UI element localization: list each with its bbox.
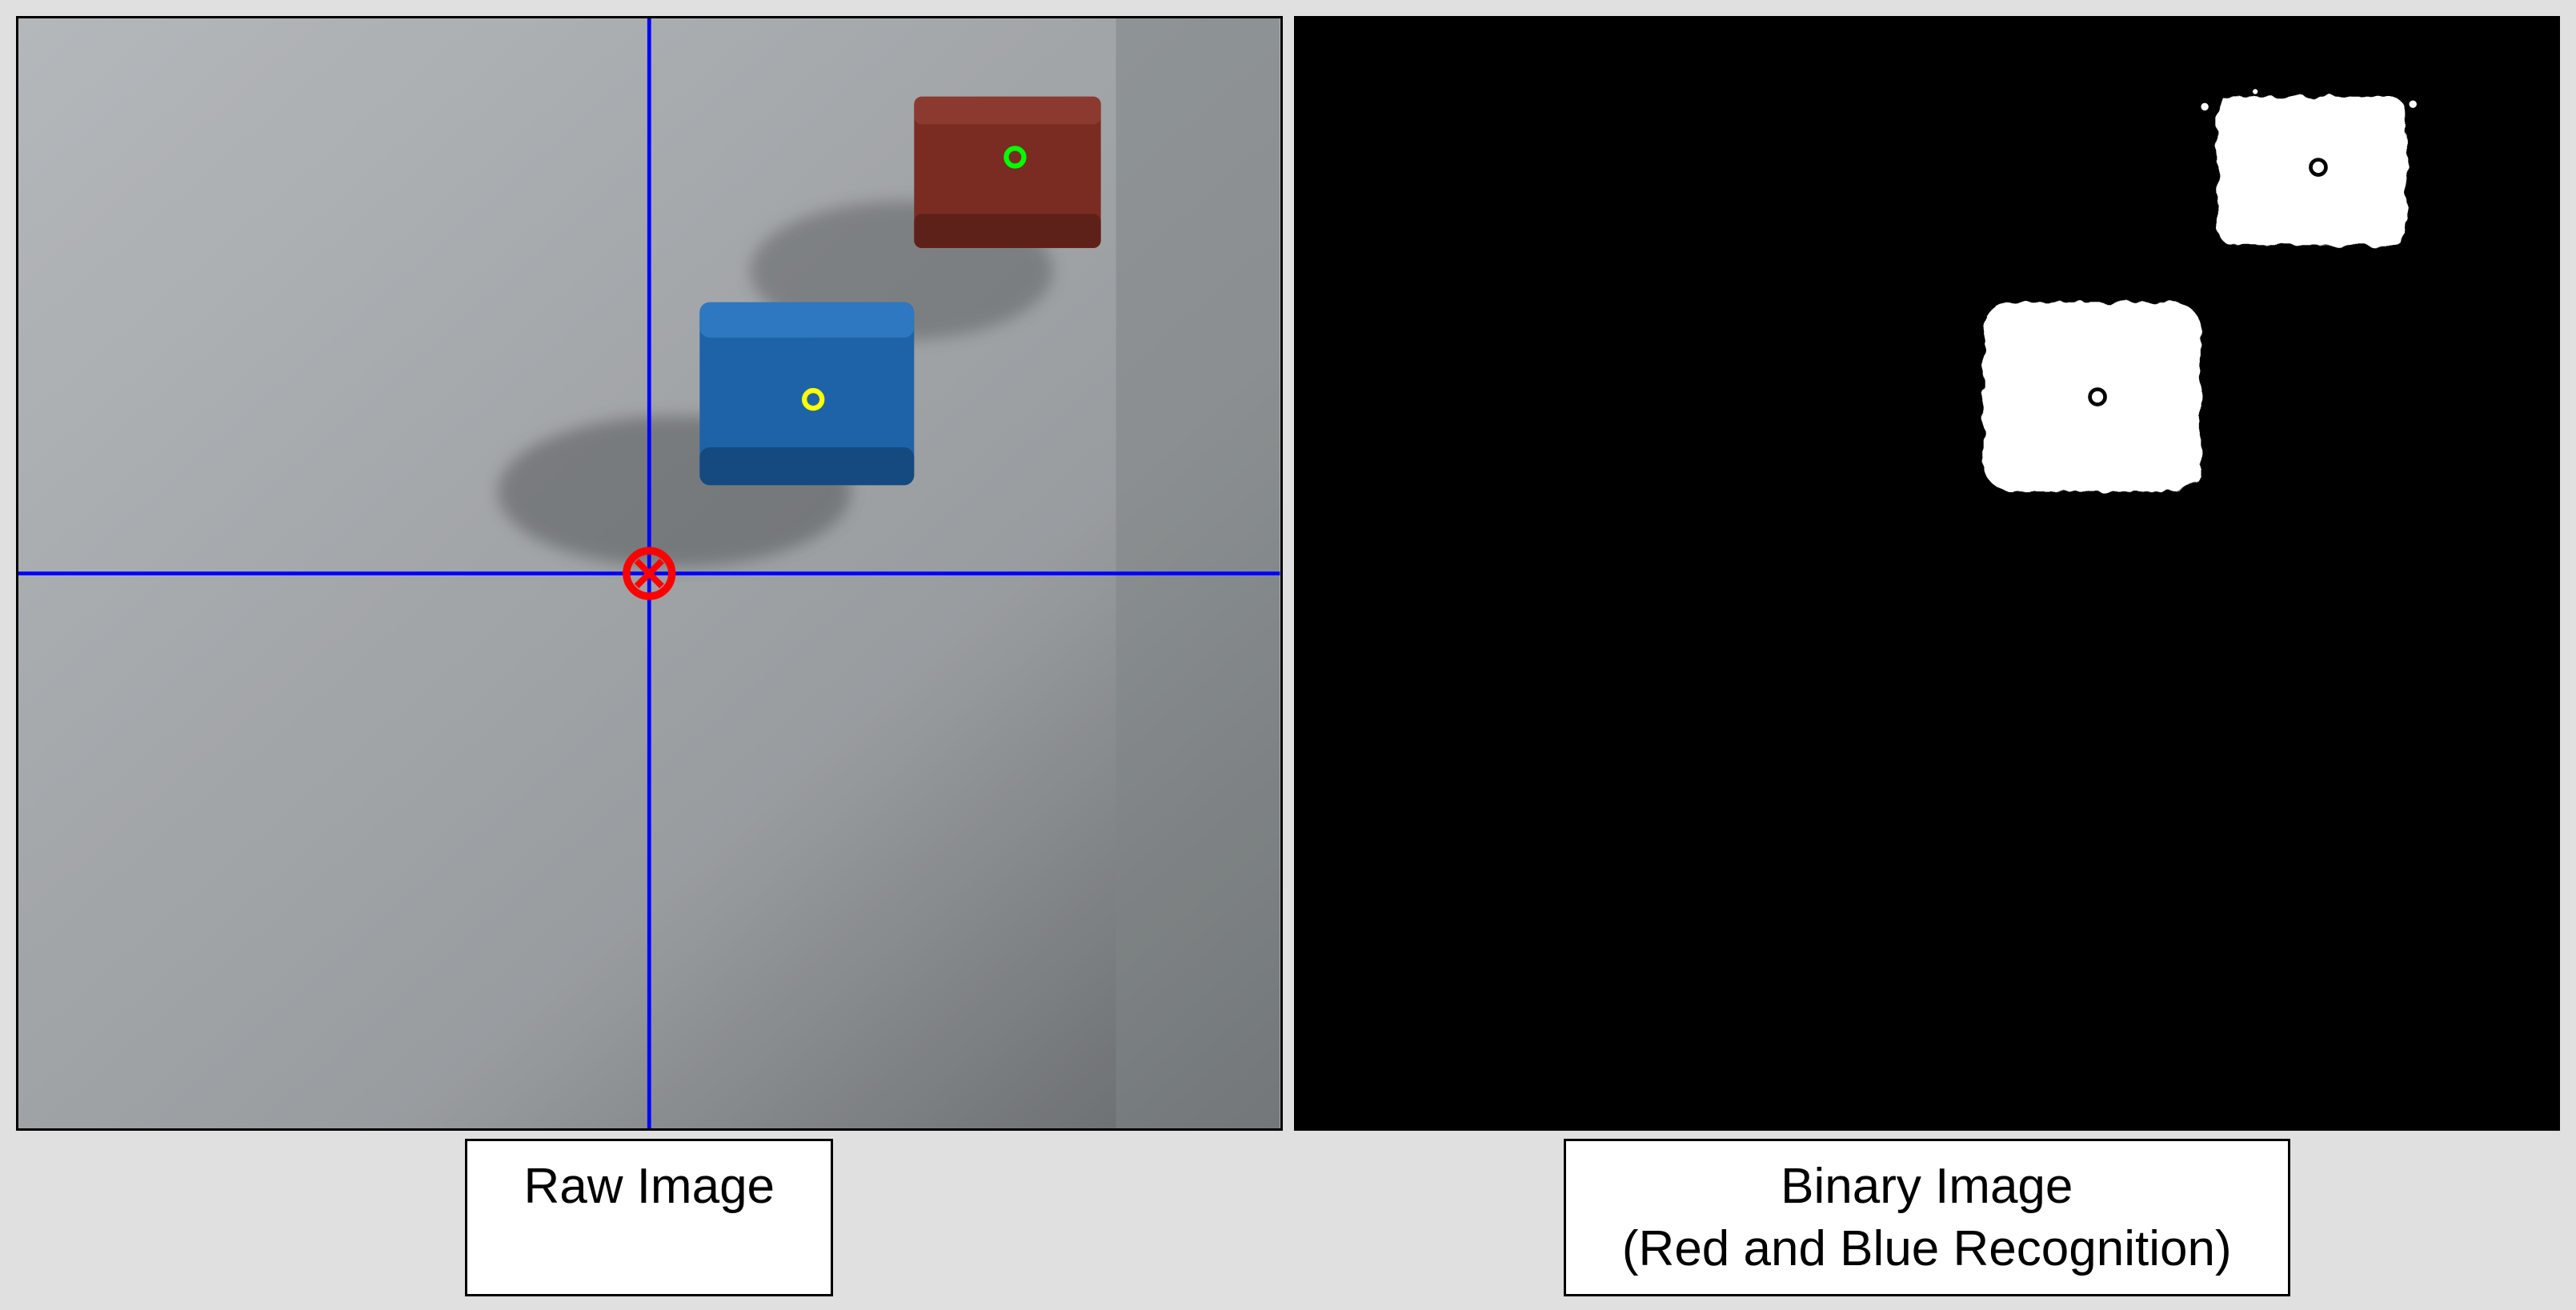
blue-blob [1984,302,2201,491]
figure-root: Raw Image Binary Image (Red and Blue Rec… [0,0,2576,1310]
captions-row: Raw Image Binary Image (Red and Blue Rec… [16,1139,2560,1296]
panels-row [16,16,2560,1131]
binary-caption-line1: Binary Image [1781,1159,2073,1214]
raw-image-svg [18,18,1280,1128]
speck [2252,89,2257,94]
binary-caption-line2: (Red and Blue Recognition) [1622,1221,2232,1276]
binary-image-panel [1294,16,2561,1131]
raw-image-panel [16,16,1283,1131]
raw-caption-text: Raw Image [523,1159,775,1214]
binary-caption-wrap: Binary Image (Red and Blue Recognition) [1294,1139,2561,1296]
raw-caption-wrap: Raw Image [16,1139,1283,1296]
raw-caption-box: Raw Image [465,1139,833,1296]
red-block [914,97,1100,248]
binary-caption-box: Binary Image (Red and Blue Recognition) [1564,1139,2290,1296]
binary-image-svg [1296,18,2558,1128]
speck [2201,103,2208,110]
speck [2409,100,2416,107]
